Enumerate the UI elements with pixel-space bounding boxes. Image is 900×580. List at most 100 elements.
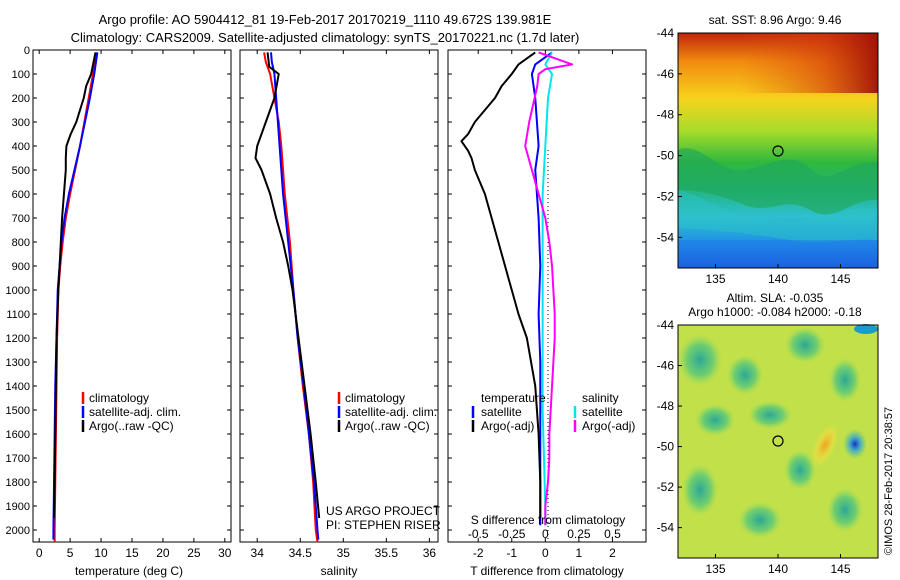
x-tick-label-25: 25 (187, 546, 201, 560)
lon-tick-label-145: 145 (830, 272, 850, 286)
figure-title-line2: Climatology: CARS2009. Satellite-adjuste… (71, 30, 580, 45)
temperature-plot-frame (32, 49, 232, 543)
series-argo-raw-qc (53, 52, 97, 519)
legend-label-sal-satellite: satellite (582, 405, 623, 419)
temperature-legend: climatology satellite-adj. clim. Argo(..… (81, 391, 181, 433)
lat-tick-label-52: -52 (657, 189, 675, 203)
lat-tick-label-48: -48 (657, 108, 675, 122)
project-name: US ARGO PROJECT (326, 504, 441, 518)
sla-map-image (678, 324, 878, 558)
legend-header-salinity: salinity (582, 391, 619, 405)
legend-label-temp-satellite: satellite (481, 405, 522, 419)
lat-tick-label-44: -44 (657, 318, 675, 332)
depth-tick-label-1800: 1800 (6, 477, 30, 489)
x-tick-label-1: 1 (576, 546, 583, 560)
depth-tick-label-1000: 1000 (6, 285, 30, 297)
legend-label-climatology: climatology (89, 391, 149, 405)
salinity-axis-label: salinity (321, 564, 358, 578)
depth-tick-label-1500: 1500 (6, 405, 30, 417)
depth-tick-label-800: 800 (12, 237, 30, 249)
legend-label-satellite: satellite-adj. clim. (89, 405, 181, 419)
sst-map-title: sat. SST: 8.96 Argo: 9.46 (709, 13, 842, 27)
legend-label-argo: Argo(..raw -QC) (89, 419, 174, 433)
difference-legend: temperature salinity satellite Argo(-adj… (471, 391, 635, 433)
t-difference-axis-label: T difference from climatology (470, 564, 624, 578)
depth-tick-label-200: 200 (12, 93, 30, 105)
legend-label-temp-argo: Argo(-adj) (481, 419, 534, 433)
sla-map-panel: Altim. SLA: -0.035 Argo h1000: -0.084 h2… (657, 291, 879, 576)
lat-tick-label-50: -50 (657, 440, 675, 454)
x-tick-label-15: 15 (125, 546, 139, 560)
salinity-legend: climatology satellite-adj. clim. Argo(..… (337, 391, 437, 433)
project-pi: PI: STEPHEN RISER (326, 518, 441, 532)
lat-tick-label-54: -54 (657, 230, 675, 244)
legend-label-sal-argo: Argo(-adj) (582, 419, 635, 433)
sla-map-title: Altim. SLA: -0.035 (727, 291, 824, 305)
lat-tick-label-44: -44 (657, 26, 675, 40)
x-tick-label-30: 30 (218, 546, 232, 560)
sst-map-image (678, 33, 878, 268)
lat-tick-label-50: -50 (657, 149, 675, 163)
figure-title-line1: Argo profile: AO 5904412_81 19-Feb-2017 … (99, 12, 552, 27)
sst-map-panel: sat. SST: 8.96 Argo: 9.46 135 140 145 -44 -4… (657, 13, 879, 286)
legend-label-argo: Argo(..raw -QC) (345, 419, 430, 433)
x-tick-label-34: 34 (251, 546, 265, 560)
s-tick-label-0-25: -0.25 (498, 527, 526, 541)
series-argo-raw-qc (254, 52, 321, 519)
depth-tick-label-400: 400 (12, 141, 30, 153)
lat-tick-label-46: -46 (657, 67, 675, 81)
x-tick-label-5: 5 (67, 546, 74, 560)
depth-tick-label-100: 100 (12, 69, 30, 81)
x-tick-label-35: 35 (337, 546, 351, 560)
lon-tick-label-135: 135 (705, 562, 725, 576)
difference-panel: -2 -1 0 1 2 S difference from climatology -0… (447, 49, 647, 578)
depth-tick-label-1100: 1100 (6, 309, 30, 321)
x-tick-label-20: 20 (156, 546, 170, 560)
legend-label-satellite: satellite-adj. clim. (345, 405, 437, 419)
lat-tick-label-54: -54 (657, 521, 675, 535)
depth-tick-label-0: 0 (24, 45, 30, 57)
s-tick-label-0: 0 (542, 527, 549, 541)
depth-tick-label-600: 600 (12, 189, 30, 201)
x-tick-label-2: 2 (609, 546, 616, 560)
series-salinity-satellite (541, 51, 554, 526)
salinity-plot-frame (239, 49, 439, 543)
difference-plot-frame (447, 49, 647, 543)
x-tick-label-35-5: 35.5 (375, 546, 399, 560)
depth-tick-label-2000: 2000 (6, 525, 30, 537)
sst-float-marker (772, 145, 784, 157)
lat-tick-label-46: -46 (657, 359, 675, 373)
salinity-panel: 34 34.5 35 35.5 36 salinity climatology sate… (239, 49, 441, 578)
depth-tick-label-1900: 1900 (6, 501, 30, 513)
depth-tick-label-1200: 1200 (6, 333, 30, 345)
depth-tick-label-500: 500 (12, 165, 30, 177)
depth-tick-label-1700: 1700 (6, 453, 30, 465)
lat-tick-label-52: -52 (657, 480, 675, 494)
series-climatology (263, 52, 319, 543)
legend-label-climatology: climatology (345, 391, 405, 405)
lon-tick-label-140: 140 (768, 562, 788, 576)
x-tick-label-10: 10 (94, 546, 108, 560)
lat-tick-label-48: -48 (657, 399, 675, 413)
depth-tick-label-900: 900 (12, 261, 30, 273)
imos-credit: ©IMOS 28-Feb-2017 20:38:57 (883, 407, 895, 555)
depth-tick-label-700: 700 (12, 213, 30, 225)
lon-tick-label-140: 140 (768, 272, 788, 286)
series-temperature-argo-adj (460, 51, 542, 518)
x-tick-label-34-5: 34.5 (289, 546, 313, 560)
sla-map-subtitle: Argo h1000: -0.084 h2000: -0.18 (688, 305, 862, 319)
legend-header-temperature: temperature (481, 391, 546, 405)
s-tick-label-0-25: 0.25 (567, 527, 591, 541)
temperature-axis-label: temperature (deg C) (75, 564, 183, 578)
x-tick-label-0: 0 (36, 546, 43, 560)
temperature-panel: 0100200300400500600700800900100011001200… (6, 45, 232, 578)
series-salinity-argo-adj (524, 51, 574, 526)
series-temperature-satellite (530, 51, 553, 526)
x-tick-label-0: 0 (542, 546, 549, 560)
sla-float-marker (772, 435, 784, 447)
x-tick-label-1: -1 (506, 546, 517, 560)
depth-tick-label-1600: 1600 (6, 429, 30, 441)
s-tick-label-0-5: -0.5 (468, 527, 489, 541)
x-tick-label-2: -2 (473, 546, 484, 560)
